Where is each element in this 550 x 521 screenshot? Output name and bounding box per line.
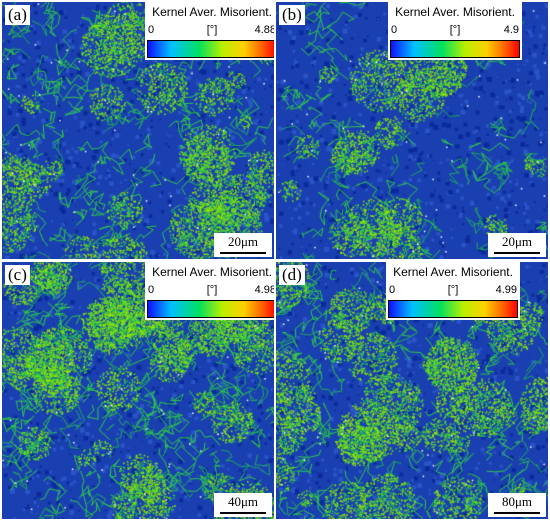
scale-bar-label-b: 20μm bbox=[501, 234, 533, 249]
legend-unit-d: [°] bbox=[447, 284, 459, 296]
kam-map-panel-d: (d) Kernel Aver. Misorient. 0 [°] 4.99 8… bbox=[276, 262, 548, 519]
legend-max-c: 4.98 bbox=[254, 284, 274, 296]
scale-bar-label-a: 20μm bbox=[227, 234, 259, 249]
panel-label-a: (a) bbox=[5, 5, 30, 25]
panel-label-b: (b) bbox=[279, 5, 305, 25]
scale-bar-a: 20μm bbox=[214, 233, 272, 257]
kam-map-panel-c: (c) Kernel Aver. Misorient. 0 [°] 4.98 4… bbox=[2, 262, 274, 519]
legend-unit-c: [°] bbox=[206, 284, 218, 296]
scale-bar-line-d bbox=[494, 512, 540, 514]
color-legend-c: Kernel Aver. Misorient. 0 [°] 4.98 bbox=[145, 262, 274, 320]
scale-bar-line-c bbox=[220, 512, 266, 514]
kam-map-panel-a: (a) Kernel Aver. Misorient. 0 [°] 4.88 2… bbox=[2, 2, 274, 259]
color-legend-a: Kernel Aver. Misorient. 0 [°] 4.88 bbox=[145, 2, 274, 60]
legend-unit-b: [°] bbox=[449, 24, 461, 36]
legend-max-a: 4.88 bbox=[254, 24, 274, 36]
legend-colorbar-a bbox=[147, 40, 274, 58]
legend-min-d: 0 bbox=[389, 284, 396, 296]
kam-map-panel-b: (b) Kernel Aver. Misorient. 0 [°] 4.9 20… bbox=[276, 2, 548, 259]
scale-bar-c: 40μm bbox=[214, 493, 272, 517]
legend-colorbar-c bbox=[147, 300, 274, 318]
panel-label-c: (c) bbox=[5, 265, 30, 285]
color-legend-d: Kernel Aver. Misorient. 0 [°] 4.99 bbox=[386, 262, 520, 320]
scale-bar-line-b bbox=[494, 252, 540, 254]
scale-bar-d: 80μm bbox=[488, 493, 546, 517]
legend-title-d: Kernel Aver. Misorient. bbox=[393, 265, 513, 279]
legend-min-c: 0 bbox=[148, 284, 155, 296]
legend-title-a: Kernel Aver. Misorient. bbox=[152, 5, 272, 19]
legend-min-a: 0 bbox=[148, 24, 155, 36]
scale-bar-label-d: 80μm bbox=[501, 494, 533, 509]
scale-bar-label-c: 40μm bbox=[227, 494, 259, 509]
legend-max-b: 4.9 bbox=[503, 24, 519, 36]
legend-unit-a: [°] bbox=[206, 24, 218, 36]
scale-bar-b: 20μm bbox=[488, 233, 546, 257]
scale-bar-line-a bbox=[220, 252, 266, 254]
legend-colorbar-d bbox=[388, 300, 518, 318]
legend-min-b: 0 bbox=[391, 24, 398, 36]
legend-max-d: 4.99 bbox=[495, 284, 517, 296]
legend-colorbar-b bbox=[390, 40, 520, 58]
legend-title-c: Kernel Aver. Misorient. bbox=[152, 265, 272, 279]
legend-title-b: Kernel Aver. Misorient. bbox=[395, 5, 515, 19]
panel-label-d: (d) bbox=[279, 265, 305, 285]
color-legend-b: Kernel Aver. Misorient. 0 [°] 4.9 bbox=[388, 2, 522, 60]
